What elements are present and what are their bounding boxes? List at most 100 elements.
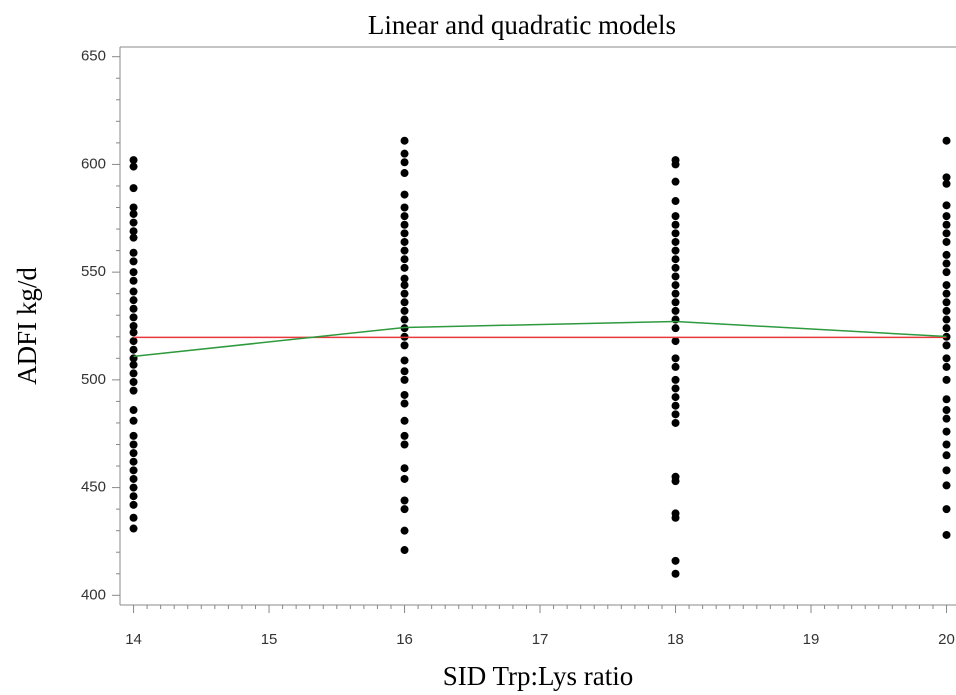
data-point [129,457,138,466]
data-point [400,367,409,376]
data-point [671,513,680,522]
x-tick-label: 19 [803,631,820,648]
data-point [942,440,951,449]
data-point [129,268,138,277]
data-point [671,197,680,206]
data-point [942,406,951,415]
data-point [671,263,680,272]
data-point [671,324,680,333]
data-point [400,237,409,246]
data-point [400,440,409,449]
data-point [129,406,138,415]
x-tick-label: 16 [396,631,413,648]
x-tick-label: 15 [261,631,278,648]
data-point [671,272,680,281]
data-point [671,237,680,246]
data-point [129,378,138,387]
x-tick-label: 14 [125,631,142,648]
data-point [400,474,409,483]
data-point [671,255,680,264]
y-tick-label: 600 [81,155,106,172]
data-point [400,546,409,555]
data-point [400,464,409,473]
data-point [942,427,951,436]
data-point [400,416,409,425]
data-point [671,229,680,238]
data-point [129,209,138,218]
data-point [400,289,409,298]
data-point [942,414,951,423]
data-point [942,375,951,384]
y-tick-label: 500 [81,371,106,388]
data-point [400,158,409,167]
data-point [942,395,951,404]
data-point [942,306,951,315]
data-point [129,466,138,475]
data-point [400,375,409,384]
data-point [129,431,138,440]
data-point [400,496,409,505]
data-point [671,220,680,229]
data-point [400,431,409,440]
data-point [942,179,951,188]
data-point [671,354,680,363]
y-axis-label: ADFI kg/d [12,267,42,385]
data-point [400,203,409,212]
data-point [400,255,409,264]
data-point [671,477,680,486]
y-tick-label: 650 [81,48,106,65]
data-point [129,474,138,483]
data-point [942,289,951,298]
data-point [671,289,680,298]
data-point [671,306,680,315]
data-point [942,220,951,229]
data-point [129,416,138,425]
data-point [129,156,138,165]
data-point [129,492,138,501]
data-point [129,360,138,369]
data-point [129,313,138,322]
data-point [129,322,138,330]
data-point [942,259,951,268]
data-point [671,556,680,565]
data-point [942,298,951,307]
data-point [942,315,951,324]
data-point [129,524,138,533]
data-point [400,246,409,255]
data-point [400,229,409,238]
data-point [400,263,409,272]
data-point [400,169,409,178]
data-point [671,418,680,427]
data-point [400,274,409,283]
data-point [400,356,409,365]
y-tick-label: 550 [81,263,106,280]
y-tick-label: 450 [81,479,106,496]
data-point [942,354,951,363]
data-point [129,296,138,305]
data-point [129,203,138,212]
data-point [942,481,951,490]
data-point [671,177,680,186]
data-point [129,345,138,354]
data-point [400,399,409,408]
data-point [129,233,138,242]
data-point [942,173,951,182]
data-point [671,569,680,578]
y-tick-label: 400 [81,586,106,603]
data-point [129,513,138,522]
data-point [671,393,680,402]
data-point [671,246,680,255]
data-point [942,341,951,350]
data-point [671,384,680,393]
data-point [942,268,951,277]
data-point [129,184,138,193]
data-point [942,466,951,475]
data-point [671,212,680,221]
data-point [942,212,951,221]
data-point [671,337,680,346]
data-point [400,212,409,221]
data-point [129,227,138,236]
data-point [942,136,951,145]
data-point [129,386,138,395]
